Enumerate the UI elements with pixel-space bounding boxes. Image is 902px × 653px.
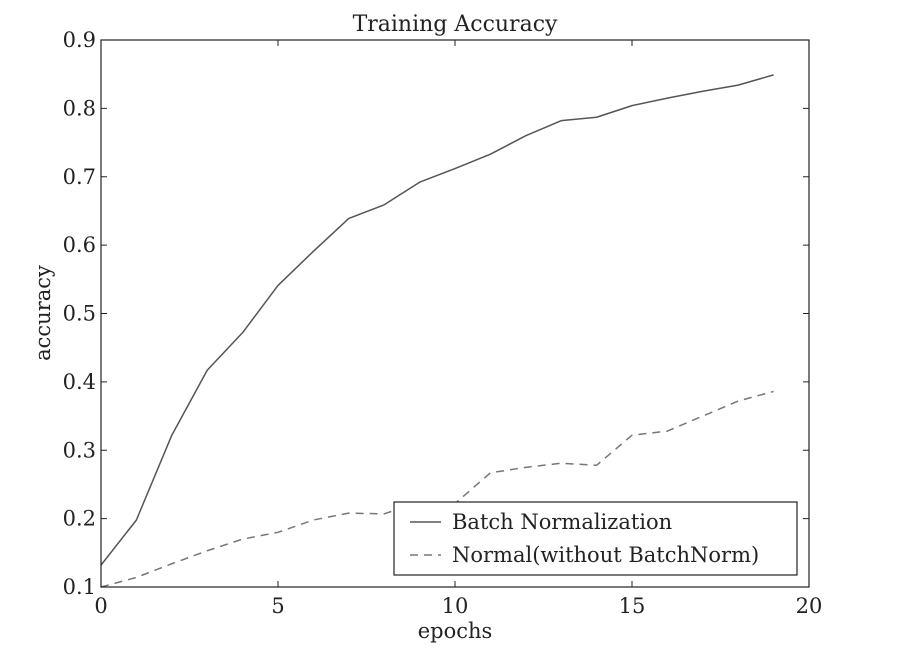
tick-layer: 0 5 10 15 20 0.1 0.2 0.3 0.4 0.5 0.6 0.7 0.8 0.9 <box>63 28 823 618</box>
y-tick-label: 0.2 <box>63 507 96 531</box>
x-tick-label: 20 <box>796 594 823 618</box>
y-tick-label: 0.6 <box>63 233 96 257</box>
y-tick-label: 0.8 <box>63 96 96 120</box>
y-tick-label: 0.7 <box>63 165 96 189</box>
legend-box <box>393 501 798 576</box>
x-tick-label: 10 <box>442 594 469 618</box>
series-line-normal <box>100 390 774 588</box>
y-tick-label: 0.3 <box>63 438 96 462</box>
series-layer <box>100 74 774 588</box>
series-line-batch-normalization <box>100 74 774 566</box>
x-axis-title: epochs <box>418 619 493 643</box>
legend: Batch Normalization Normal(without Batch… <box>393 501 798 576</box>
y-tick-label: 0.9 <box>63 28 96 52</box>
chart-title: Training Accuracy <box>353 12 558 37</box>
y-axis-title: accuracy <box>31 265 55 361</box>
x-tick-label: 0 <box>94 594 107 618</box>
legend-label-normal: Normal(without BatchNorm) <box>452 543 759 567</box>
y-tick-label: 0.4 <box>63 370 96 394</box>
y-tick-label: 0.1 <box>63 575 96 599</box>
y-tick-label: 0.5 <box>63 302 96 326</box>
x-tick-label: 5 <box>271 594 284 618</box>
x-tick-label: 15 <box>619 594 646 618</box>
legend-label-batch-normalization: Batch Normalization <box>452 510 672 534</box>
